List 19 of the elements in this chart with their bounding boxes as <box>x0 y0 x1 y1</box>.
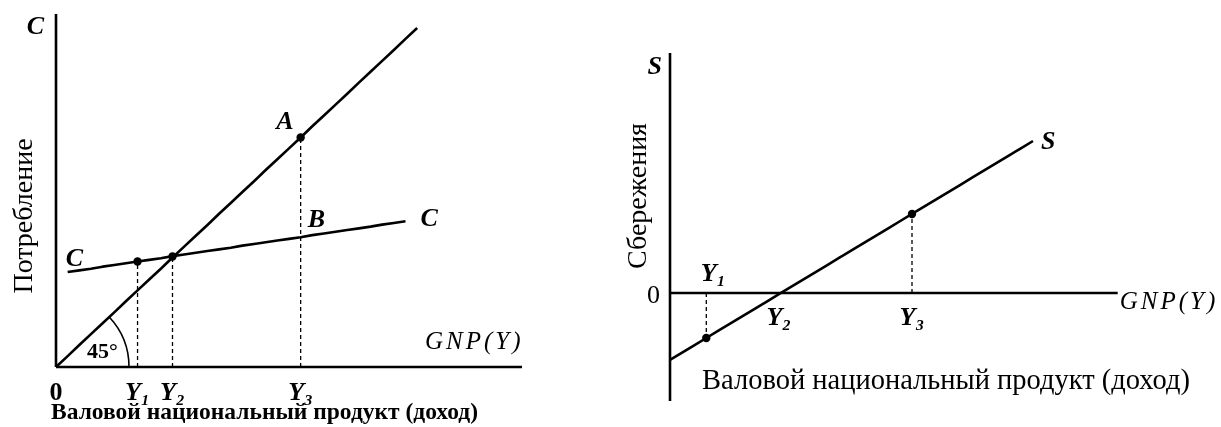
series-label: S <box>1041 126 1056 155</box>
x-tick-label: Y₃ <box>899 302 925 331</box>
annotation: Y₁ <box>700 258 726 287</box>
annotation: B <box>306 204 325 234</box>
text: GNP(Y) <box>1119 287 1219 315</box>
annotation: GNP(Y) <box>425 327 524 355</box>
text: C <box>420 203 438 233</box>
x-axis-title: Валовой национальный продукт (доход) <box>702 364 1190 396</box>
y-axis-title: Потребление <box>7 138 38 294</box>
x-tick-label: Y₂ <box>160 377 185 406</box>
x-tick-label: Y₂ <box>766 302 792 331</box>
x-tick-label: Y₃ <box>288 377 314 406</box>
text: C <box>26 11 45 40</box>
text: S <box>647 51 662 80</box>
text: 0 <box>647 280 660 309</box>
series-label: C <box>65 243 84 273</box>
y-axis-title: Сбережения <box>621 122 652 270</box>
annotation: A <box>274 106 294 136</box>
annotation: 45° <box>87 337 118 363</box>
